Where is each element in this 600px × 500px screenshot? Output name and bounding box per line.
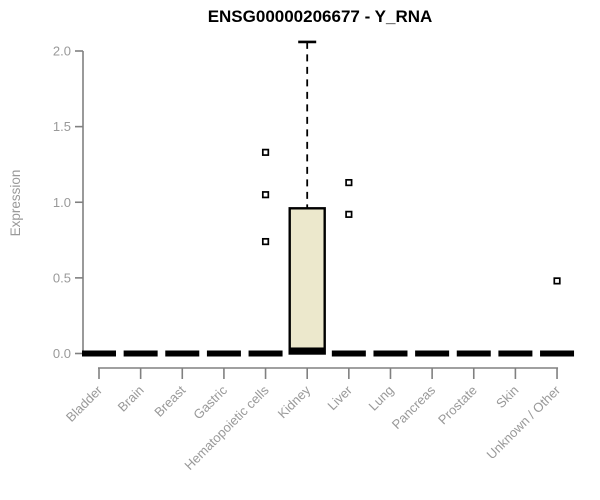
median-line xyxy=(206,350,241,357)
y-tick-label: 0.0 xyxy=(53,346,71,361)
x-tick-label-brain: Brain xyxy=(115,383,147,415)
y-tick-label: 0.5 xyxy=(53,270,71,285)
box-pancreas xyxy=(415,350,450,357)
box-kidney xyxy=(288,40,326,355)
x-tick-label-prostate: Prostate xyxy=(435,383,480,428)
box-liver xyxy=(331,178,366,357)
iqr-box xyxy=(288,207,326,355)
y-tick-label: 2.0 xyxy=(53,44,71,59)
median-line xyxy=(540,350,575,357)
box-breast xyxy=(165,350,200,357)
x-tick-label-lung: Lung xyxy=(366,383,397,414)
median-line xyxy=(373,350,408,357)
outlier-point xyxy=(553,277,561,285)
y-tick-label: 1.5 xyxy=(53,119,71,134)
y-axis: 0.0 0.5 1.0 1.5 2.0 xyxy=(53,44,84,361)
x-tick-label-unknown-other: Unknown / Other xyxy=(484,382,564,462)
median-line xyxy=(248,350,283,357)
box-lung xyxy=(373,350,408,357)
outlier-point xyxy=(345,178,353,187)
chart-title: ENSG00000206677 - Y_RNA xyxy=(208,7,433,26)
box-gastric xyxy=(206,350,241,357)
outlier-point xyxy=(261,148,270,156)
x-tick-label-breast: Breast xyxy=(151,382,188,419)
median-line xyxy=(456,350,491,357)
box-unknown-other xyxy=(540,277,575,357)
box-brain xyxy=(123,350,158,357)
outlier-point xyxy=(345,210,353,218)
x-tick-label-bladder: Bladder xyxy=(63,382,106,425)
y-axis-label: Expression xyxy=(8,170,23,237)
median-line xyxy=(82,350,116,357)
outlier-point xyxy=(261,237,270,246)
x-tick-label-skin: Skin xyxy=(493,383,521,411)
median-line xyxy=(165,350,200,357)
median-line xyxy=(415,350,450,357)
median-line xyxy=(123,350,158,357)
box-prostate xyxy=(456,350,491,357)
box-bladder xyxy=(82,350,116,357)
x-tick-label-pancreas: Pancreas xyxy=(389,382,439,432)
y-tick-label: 1.0 xyxy=(53,195,71,210)
box-series xyxy=(82,40,575,357)
box-skin xyxy=(498,350,533,357)
median-line xyxy=(290,347,325,354)
outlier-point xyxy=(261,191,270,199)
x-tick-label-gastric: Gastric xyxy=(190,382,230,422)
median-line xyxy=(331,350,366,357)
box-hematopoietic-cells xyxy=(248,148,283,357)
median-line xyxy=(498,350,533,357)
x-tick-label-kidney: Kidney xyxy=(275,382,314,421)
x-tick-label-liver: Liver xyxy=(324,382,355,413)
